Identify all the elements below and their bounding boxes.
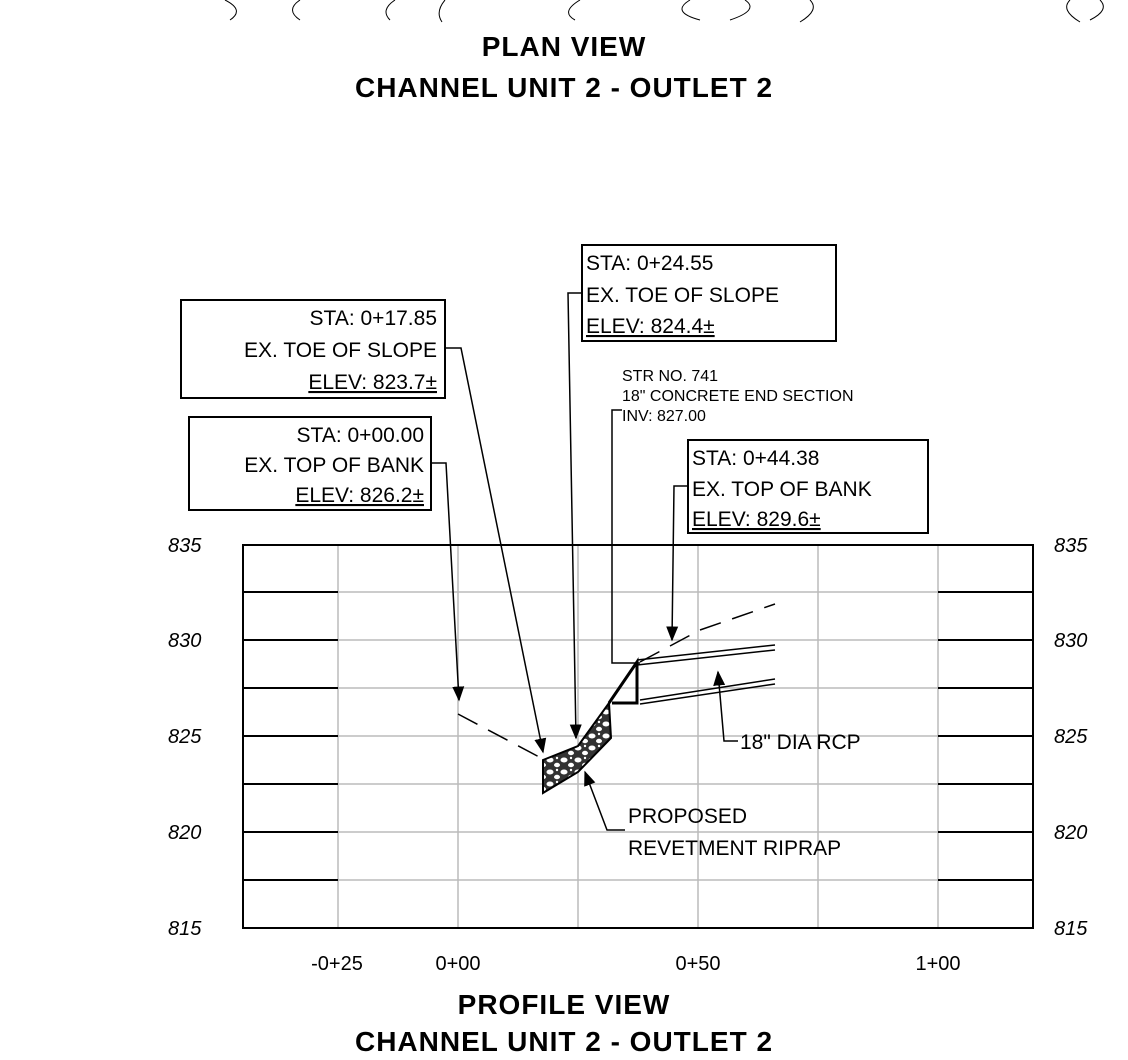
elev-label: 825 [1054,726,1088,748]
plan-subtitle: CHANNEL UNIT 2 - OUTLET 2 [355,72,773,103]
callout-elev: ELEV: 824.4± [586,315,715,338]
profile [457,603,776,795]
sta-label: -0+25 [311,953,363,975]
elev-label: 815 [1054,918,1088,940]
callout-3: STA: 0+24.55 EX. TOE OF SLOPE ELEV: 824.… [581,244,837,342]
callout-desc: EX. TOE OF SLOPE [586,284,779,307]
sta-label: 1+00 [915,953,960,975]
elev-label: 815 [168,918,202,940]
callout-elev: ELEV: 829.6± [692,508,821,531]
callout-4: STA: 0+44.38 EX. TOP OF BANK ELEV: 829.6… [687,439,929,534]
plan-arcs [224,0,1104,23]
callout-elev: ELEV: 823.7± [308,371,437,394]
plan-title: PLAN VIEW [482,31,647,62]
callout-desc: EX. TOP OF BANK [692,478,872,501]
grid [242,544,1034,929]
riprap-label: REVETMENT RIPRAP [628,837,841,860]
callout-sta: STA: 0+17.85 [310,307,437,330]
elev-label: 830 [1054,630,1087,652]
leaders [431,292,738,831]
pipe-label: 18" DIA RCP [740,731,861,754]
callout-sta: STA: 0+44.38 [692,447,819,470]
riprap-label: PROPOSED [628,805,747,828]
structure-note: 18" CONCRETE END SECTION [622,388,854,405]
sta-label: 0+00 [435,953,480,975]
elev-label: 825 [168,726,202,748]
callout-sta: STA: 0+00.00 [297,424,424,447]
profile-subtitle: CHANNEL UNIT 2 - OUTLET 2 [355,1026,773,1057]
elev-label: 835 [1054,535,1088,557]
profile-title: PROFILE VIEW [458,989,671,1020]
structure-note: INV: 827.00 [622,408,706,425]
structure-note: STR NO. 741 [622,368,718,385]
elev-label: 820 [168,822,201,844]
callout-2: STA: 0+00.00 EX. TOP OF BANK ELEV: 826.2… [188,416,432,511]
callout-1: STA: 0+17.85 EX. TOE OF SLOPE ELEV: 823.… [180,299,446,399]
elev-label: 835 [168,535,202,557]
elev-label: 820 [1054,822,1087,844]
station-labels: -0+25 0+00 0+50 1+00 [311,953,960,975]
callout-elev: ELEV: 826.2± [295,484,424,507]
elevation-labels: 835 830 825 820 815 835 830 825 820 815 [168,535,1088,940]
callout-desc: EX. TOP OF BANK [244,454,424,477]
callout-desc: EX. TOE OF SLOPE [244,339,437,362]
sta-label: 0+50 [675,953,720,975]
elev-label: 830 [168,630,201,652]
callout-sta: STA: 0+24.55 [586,252,713,275]
